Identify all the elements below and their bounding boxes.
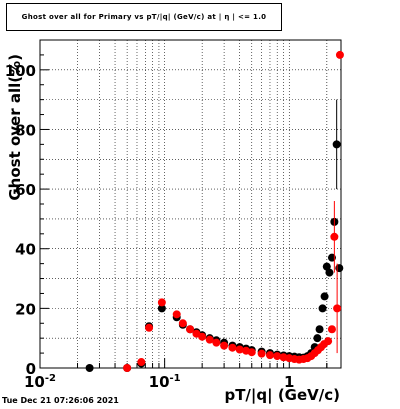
data-point-series-2 <box>324 337 333 346</box>
data-point-series-1 <box>313 334 322 343</box>
axis-ticks <box>40 39 328 369</box>
data-point-series-2 <box>235 345 244 354</box>
x-tick-label: 1 <box>284 373 294 391</box>
data-point-series-1 <box>318 304 327 313</box>
data-point-series-1 <box>325 268 334 277</box>
plot-frame <box>39 39 342 369</box>
data-point-series-1 <box>322 262 331 271</box>
y-axis-label: Ghost over all(%) <box>6 54 24 201</box>
data-point-series-2 <box>228 343 237 352</box>
data-point-series-2 <box>327 325 336 334</box>
data-point-series-2 <box>178 319 187 328</box>
data-point-series-2 <box>257 349 266 358</box>
x-tick-label: 10-1 <box>149 373 181 391</box>
y-tick-label: 0 <box>26 360 36 378</box>
data-point-series-2 <box>330 232 339 241</box>
data-point-series-1 <box>85 364 94 372</box>
y-tick-label: 80 <box>15 121 36 139</box>
y-tick-label: 100 <box>5 62 36 80</box>
data-point-series-2 <box>186 325 195 334</box>
x-axis-label: pT/|q| (GeV/c) <box>224 386 340 405</box>
data-point-series-1 <box>157 304 166 313</box>
grid-lines <box>40 40 341 368</box>
data-point-series-2 <box>212 338 221 347</box>
chart-title-box: Ghost over all for Primary vs pT/|q| (Ge… <box>6 3 282 31</box>
y-tick-label: 60 <box>15 181 36 199</box>
data-point-series-2 <box>333 304 342 313</box>
data-point-series-2 <box>273 352 282 361</box>
data-point-series-2 <box>172 310 181 319</box>
data-point-series-2 <box>137 358 146 367</box>
data-points <box>85 50 344 372</box>
data-point-series-2 <box>145 323 154 332</box>
data-point-series-2 <box>265 351 274 360</box>
data-point-series-1 <box>332 140 341 149</box>
data-point-series-2 <box>123 364 132 372</box>
y-tick-label: 20 <box>15 300 36 318</box>
data-point-series-1 <box>315 325 324 334</box>
data-point-series-2 <box>335 50 344 59</box>
y-tick-label: 40 <box>15 241 36 259</box>
data-point-series-1 <box>335 264 344 273</box>
timestamp: Tue Dec 21 07:26:06 2021 <box>2 396 119 405</box>
data-point-series-2 <box>247 348 256 357</box>
data-point-series-2 <box>198 332 207 341</box>
chart-title: Ghost over all for Primary vs pT/|q| (Ge… <box>21 13 267 21</box>
data-point-series-2 <box>157 298 166 307</box>
data-point-series-2 <box>220 341 229 350</box>
data-point-series-2 <box>205 335 214 344</box>
data-point-series-1 <box>320 292 329 301</box>
